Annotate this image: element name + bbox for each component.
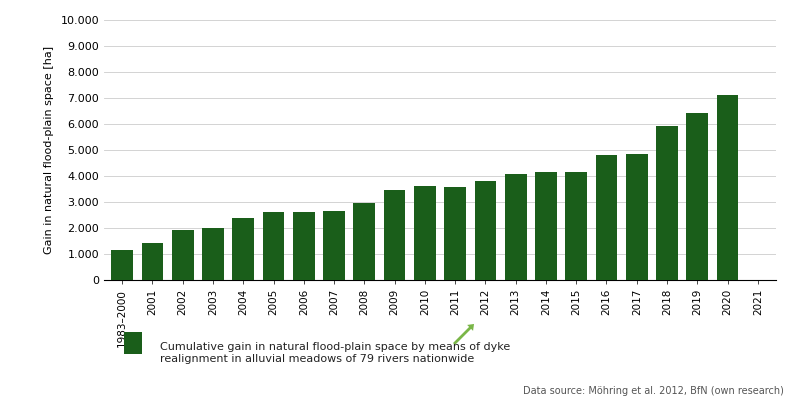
Bar [232, 218, 254, 280]
Bar [172, 230, 194, 280]
Text: Cumulative gain in natural flood-plain space by means of dyke
realignment in all: Cumulative gain in natural flood-plain s… [160, 342, 510, 364]
Bar [656, 126, 678, 280]
Bar [444, 187, 466, 280]
Bar [293, 212, 314, 280]
Text: Data source: Möhring et al. 2012, BfN (own research): Data source: Möhring et al. 2012, BfN (o… [523, 386, 784, 396]
Bar [414, 186, 436, 280]
Bar [202, 228, 224, 280]
Bar [566, 172, 587, 280]
Bar [505, 174, 526, 280]
Bar [717, 95, 738, 280]
Bar [384, 190, 406, 280]
Bar [323, 211, 345, 280]
Bar [474, 181, 496, 280]
Bar [626, 154, 648, 280]
Bar [142, 243, 163, 280]
Bar [686, 113, 708, 280]
Y-axis label: Gain in natural flood-plain space [ha]: Gain in natural flood-plain space [ha] [43, 46, 54, 254]
Bar [111, 250, 133, 280]
Bar [262, 212, 285, 280]
Bar [595, 156, 618, 280]
Bar [535, 172, 557, 280]
Bar [354, 203, 375, 280]
